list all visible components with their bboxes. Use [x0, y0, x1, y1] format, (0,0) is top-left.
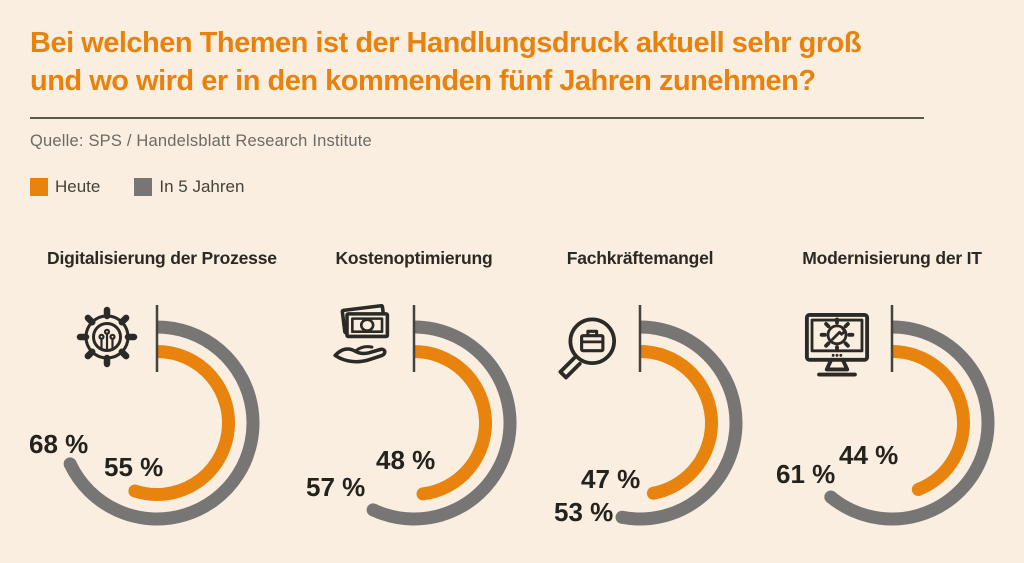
charts-row: Digitalisierung der Prozesse 68 % 55 % K…: [0, 248, 1024, 563]
chart-title: Fachkräftemangel: [566, 248, 714, 268]
today-arc: [891, 345, 970, 496]
donut-gauge: [615, 305, 743, 526]
future-value-label: 53 %: [554, 497, 614, 527]
donut-gauge: [366, 305, 517, 526]
chart-title: Modernisierung der IT: [802, 248, 982, 268]
today-value-label: 48 %: [376, 445, 436, 475]
legend: Heute In 5 Jahren: [30, 177, 244, 197]
future-arc-end: [366, 503, 380, 517]
page-title: Bei welchen Themen ist der Handlungsdruc…: [30, 24, 862, 100]
legend-swatch-heute: [30, 178, 48, 196]
today-arc: [132, 345, 235, 501]
chart-icon-slot: [328, 302, 404, 378]
chart-card: Digitalisierung der Prozesse 68 % 55 %: [29, 248, 277, 563]
donut-gauge: [63, 305, 260, 526]
today-arc-end: [646, 486, 660, 500]
donut-gauge: [824, 305, 995, 526]
today-value-label: 47 %: [581, 464, 641, 494]
chart-card: Modernisierung der IT 61 % 44 %: [776, 248, 1002, 563]
chart-title: Kostenoptimierung: [335, 248, 493, 268]
today-arc-end: [416, 487, 430, 501]
chart-icon-slot: [546, 310, 626, 390]
future-value-label: 57 %: [306, 472, 366, 502]
today-arc: [413, 345, 492, 501]
page-title-line2: und wo wird er in den kommenden fünf Jah…: [30, 65, 816, 97]
future-arc-end: [824, 490, 838, 504]
future-arc: [826, 320, 995, 526]
legend-swatch-in5jahren: [134, 178, 153, 196]
page-title-line1: Bei welchen Themen ist der Handlungsdruc…: [30, 27, 862, 59]
future-arc: [620, 320, 743, 526]
chart-icon-slot: [75, 305, 139, 369]
today-value-label: 44 %: [839, 440, 899, 470]
today-arc: [639, 345, 718, 500]
chart-card: Kostenoptimierung 57 % 48 %: [304, 248, 524, 563]
magnifier-briefcase-icon: [558, 317, 616, 380]
today-arc-end: [128, 484, 142, 498]
legend-item-heute: Heute: [30, 177, 100, 197]
legend-label-in5jahren: In 5 Jahren: [159, 177, 245, 196]
today-arc-end: [911, 482, 925, 496]
money-hand-icon: [333, 303, 390, 364]
chart-title: Digitalisierung der Prozesse: [47, 248, 277, 268]
future-value-label: 68 %: [29, 429, 89, 459]
source-text: Quelle: SPS / Handelsblatt Research Inst…: [30, 132, 372, 150]
legend-label-heute: Heute: [55, 177, 101, 196]
future-arc-end: [615, 510, 629, 524]
today-value-label: 55 %: [104, 452, 164, 482]
divider: [30, 117, 924, 119]
gear-circuit-icon: [76, 306, 138, 368]
chart-card: Fachkräftemangel 53 % 47 %: [530, 248, 750, 563]
monitor-gear-icon: [804, 313, 870, 377]
future-arc: [370, 320, 517, 526]
future-arc-end: [63, 457, 77, 471]
future-arc: [64, 320, 260, 526]
legend-item-in5jahren: In 5 Jahren: [134, 177, 244, 197]
chart-icon-slot: [796, 306, 878, 388]
future-value-label: 61 %: [776, 459, 836, 489]
